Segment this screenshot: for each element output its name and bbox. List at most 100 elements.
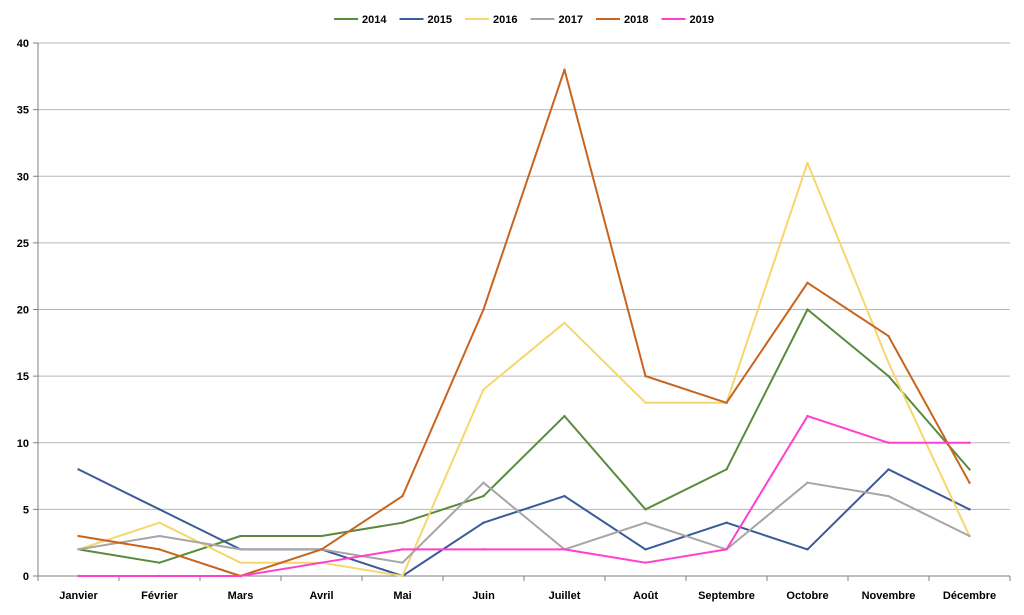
series-2014 xyxy=(77,308,971,564)
x-tick-label: Juillet xyxy=(549,590,581,602)
data-point xyxy=(239,534,242,538)
series-line-2015 xyxy=(78,468,970,577)
data-point xyxy=(158,548,161,551)
legend-label: 2017 xyxy=(559,14,583,26)
data-point xyxy=(482,481,485,484)
x-tick-label: Mai xyxy=(393,590,411,602)
data-point xyxy=(158,508,161,511)
legend-label: 2016 xyxy=(493,14,517,26)
series-line-2016 xyxy=(78,161,971,577)
data-point xyxy=(401,494,404,498)
data-point xyxy=(563,414,566,418)
data-point xyxy=(401,548,404,551)
series-line-2018 xyxy=(78,68,971,577)
data-point xyxy=(77,548,80,551)
series-line-2017 xyxy=(78,481,970,564)
y-tick-label: 25 xyxy=(17,238,29,250)
y-tick-label: 0 xyxy=(23,571,29,583)
legend-item-2017: 2017 xyxy=(530,14,583,26)
data-point xyxy=(401,521,404,524)
x-tick-label: Décembre xyxy=(943,590,996,602)
data-point xyxy=(482,548,485,551)
data-point xyxy=(239,548,242,551)
data-point xyxy=(968,468,971,471)
data-point xyxy=(77,574,80,578)
data-point xyxy=(158,534,161,538)
y-tick-label: 35 xyxy=(17,105,29,117)
data-point xyxy=(806,414,809,418)
data-point xyxy=(887,374,890,378)
x-tick-label: Octobre xyxy=(786,590,828,602)
series-2017 xyxy=(77,481,971,564)
legend: 2014 2015 2016 2017 2018 2019 xyxy=(334,14,714,26)
data-point xyxy=(725,468,728,471)
data-point xyxy=(320,561,323,564)
data-point xyxy=(563,321,566,325)
data-point xyxy=(968,508,971,511)
data-point xyxy=(158,561,161,564)
data-point xyxy=(806,281,809,285)
series-line-2019 xyxy=(78,415,970,577)
data-point xyxy=(806,161,809,165)
data-point xyxy=(725,548,728,551)
x-tick-label: Mars xyxy=(228,590,254,602)
series-2015 xyxy=(77,468,971,578)
legend-label: 2018 xyxy=(624,14,648,26)
data-point xyxy=(968,534,971,538)
data-point xyxy=(644,374,647,378)
y-tick-label: 40 xyxy=(17,38,29,50)
legend-label: 2014 xyxy=(362,14,387,26)
data-point xyxy=(158,574,161,578)
data-point xyxy=(806,308,809,311)
data-point xyxy=(644,561,647,564)
series-lines xyxy=(77,68,971,578)
legend-item-2014: 2014 xyxy=(334,14,387,26)
x-tick-label: Novembre xyxy=(862,590,916,602)
data-point xyxy=(482,388,485,391)
x-tick-label: Juin xyxy=(472,590,495,602)
series-2019 xyxy=(77,414,971,578)
data-point xyxy=(644,521,647,524)
data-point xyxy=(887,441,890,444)
grid-lines xyxy=(38,42,1010,510)
x-tick-label: Février xyxy=(141,590,178,602)
data-point xyxy=(158,521,161,524)
data-point xyxy=(887,468,890,471)
data-point xyxy=(968,481,971,484)
x-tick-label: Août xyxy=(633,590,658,602)
data-point xyxy=(482,308,485,311)
data-point xyxy=(644,401,647,404)
x-tick-label: Janvier xyxy=(59,590,98,602)
data-point xyxy=(806,481,809,484)
series-line-2014 xyxy=(78,308,971,564)
data-point xyxy=(77,534,80,538)
data-point xyxy=(320,548,323,551)
data-point xyxy=(563,68,566,71)
y-axis-ticks: 0 5 10 15 20 25 30 35 40 xyxy=(17,38,38,583)
data-point xyxy=(239,574,242,578)
data-point xyxy=(401,561,404,564)
data-point xyxy=(725,521,728,524)
legend-item-2016: 2016 xyxy=(465,14,517,26)
y-tick-label: 20 xyxy=(17,305,29,317)
data-point xyxy=(887,361,890,364)
data-point xyxy=(563,548,566,551)
data-point xyxy=(401,574,404,578)
data-point xyxy=(77,468,80,471)
data-point xyxy=(887,494,890,498)
data-point xyxy=(725,401,728,404)
y-tick-label: 10 xyxy=(17,438,29,450)
series-2018 xyxy=(77,68,971,578)
legend-item-2019: 2019 xyxy=(661,14,714,26)
legend-label: 2019 xyxy=(690,14,714,26)
x-axis-ticks: Janvier Février Mars Avril Mai Juin Juillet Aoû… xyxy=(37,576,1011,602)
data-point xyxy=(806,548,809,551)
legend-item-2015: 2015 xyxy=(399,14,452,26)
legend-item-2018: 2018 xyxy=(596,14,648,26)
data-point xyxy=(563,494,566,498)
data-point xyxy=(644,508,647,511)
legend-label: 2015 xyxy=(428,14,452,26)
data-point xyxy=(239,561,242,564)
